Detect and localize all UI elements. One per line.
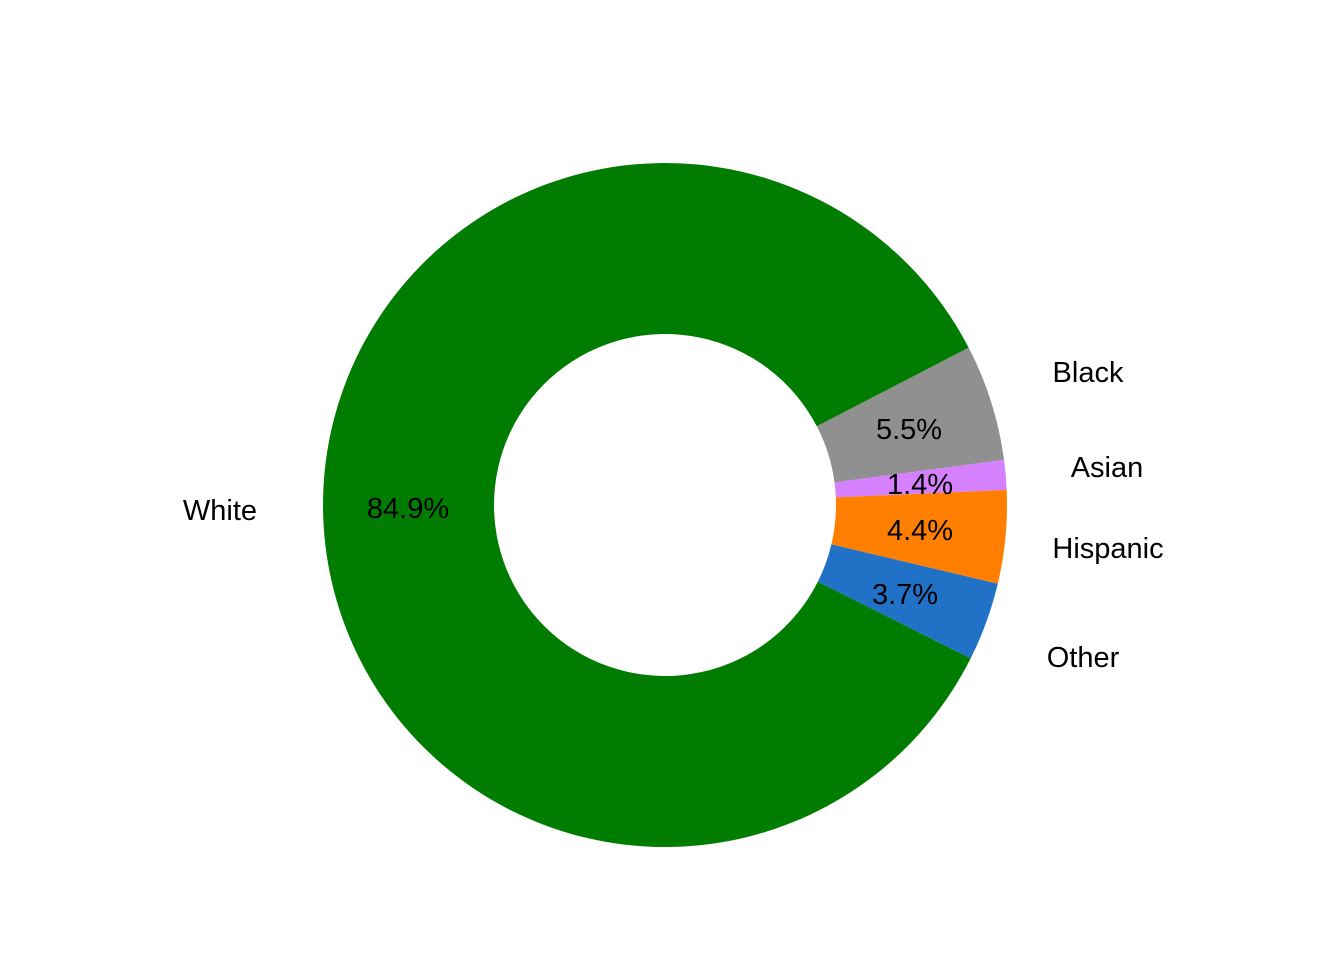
category-label-other: Other xyxy=(1047,642,1120,674)
category-label-asian: Asian xyxy=(1071,452,1144,484)
percent-label-asian: 1.4% xyxy=(887,469,953,501)
percent-label-white: 84.9% xyxy=(367,493,449,525)
slice-white xyxy=(323,162,971,847)
category-label-black: Black xyxy=(1053,357,1124,389)
percent-label-hispanic: 4.4% xyxy=(887,515,953,547)
slice-black xyxy=(816,347,1005,483)
category-label-hispanic: Hispanic xyxy=(1052,533,1163,565)
slice-hispanic xyxy=(831,489,1007,584)
percent-label-other: 3.7% xyxy=(872,579,938,611)
category-label-white: White xyxy=(183,495,257,527)
slice-asian xyxy=(834,459,1007,498)
percent-label-black: 5.5% xyxy=(876,414,942,446)
slice-other xyxy=(817,544,998,659)
